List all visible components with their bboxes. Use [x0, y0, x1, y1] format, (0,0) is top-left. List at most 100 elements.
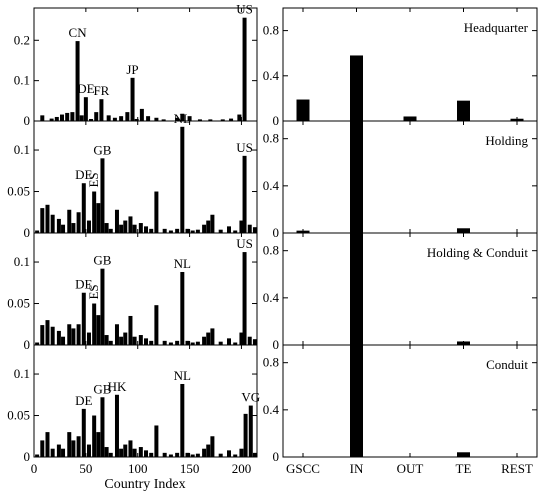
- country-bar: [75, 41, 80, 121]
- country-annotation: HK: [108, 379, 127, 394]
- country-bar: [45, 432, 50, 457]
- x-tick-label: 150: [180, 461, 200, 476]
- country-bar: [86, 220, 91, 233]
- country-bar: [168, 342, 173, 345]
- country-bar: [71, 440, 76, 457]
- country-bar: [149, 452, 154, 457]
- country-bar: [132, 224, 137, 233]
- country-bar: [210, 436, 215, 457]
- country-bar: [40, 115, 45, 121]
- country-annotation: FR: [93, 83, 109, 98]
- country-bar: [190, 454, 195, 457]
- country-bar: [86, 444, 91, 457]
- y-tick-label: 0: [273, 113, 280, 128]
- country-bar: [81, 183, 86, 233]
- country-bar: [239, 220, 244, 233]
- country-bar: [35, 454, 40, 457]
- country-bar: [190, 230, 195, 233]
- category-bar: [296, 99, 310, 121]
- country-bar: [161, 119, 166, 121]
- country-bar: [132, 336, 137, 345]
- country-bar: [130, 77, 135, 121]
- country-bar: [108, 452, 113, 457]
- country-bar: [233, 454, 238, 457]
- country-bar: [154, 305, 159, 345]
- country-bar: [252, 227, 257, 233]
- country-bar: [40, 208, 45, 233]
- country-bar: [190, 342, 195, 345]
- country-annotation: NL: [174, 256, 191, 271]
- y-tick-label: 0.1: [14, 366, 30, 381]
- y-tick-label: 0.4: [263, 290, 280, 305]
- country-bar: [92, 415, 97, 457]
- country-bar: [237, 114, 242, 121]
- country-bar: [114, 209, 119, 233]
- country-bar: [247, 224, 252, 233]
- y-tick-label: 0: [24, 113, 31, 128]
- country-bar: [61, 448, 66, 457]
- category-bar: [457, 228, 470, 233]
- country-bar: [168, 454, 173, 457]
- country-annotation: US: [236, 2, 253, 17]
- country-bar: [206, 444, 211, 457]
- country-bar: [96, 203, 101, 233]
- country-bar: [206, 332, 211, 345]
- country-bar: [154, 425, 159, 457]
- country-annotation: JP: [126, 62, 138, 77]
- country-bar: [128, 315, 133, 345]
- country-bar: [180, 113, 185, 121]
- country-bar: [50, 448, 55, 457]
- country-bar: [40, 325, 45, 345]
- country-bar: [202, 224, 207, 233]
- country-bar: [195, 341, 200, 345]
- country-bar: [220, 119, 225, 121]
- country-bar: [168, 230, 173, 233]
- country-annotation: DE: [75, 393, 92, 408]
- country-bar: [233, 342, 238, 345]
- country-bar: [149, 228, 154, 233]
- country-bar: [242, 155, 247, 233]
- y-tick-label: 0: [273, 449, 280, 464]
- country-annotation: ES: [86, 172, 101, 187]
- x-tick-label: 0: [31, 461, 38, 476]
- country-bar: [35, 230, 40, 233]
- country-bar: [67, 432, 72, 457]
- country-bar: [185, 340, 190, 345]
- country-bar: [154, 191, 159, 233]
- panel-title: Headquarter: [464, 20, 529, 35]
- country-annotation: NL: [174, 368, 191, 383]
- country-bar: [175, 117, 180, 121]
- y-tick-label: 0.8: [263, 131, 279, 146]
- country-bar: [61, 224, 66, 233]
- panel-title: Conduit: [486, 357, 528, 372]
- country-bar: [138, 223, 143, 233]
- country-bar: [243, 413, 248, 457]
- y-tick-label: 0.05: [7, 408, 30, 423]
- country-bar: [218, 341, 223, 345]
- country-bar: [175, 340, 180, 345]
- country-annotation: US: [236, 140, 253, 155]
- country-bar: [210, 328, 215, 345]
- country-bar: [83, 97, 88, 121]
- y-tick-label: 0: [24, 449, 31, 464]
- country-bar: [40, 440, 45, 457]
- country-bar: [79, 115, 84, 121]
- country-bar: [128, 440, 133, 457]
- country-bar: [134, 118, 139, 121]
- category-bar: [350, 233, 363, 345]
- country-bar: [56, 444, 61, 457]
- y-tick-label: 0.8: [263, 23, 279, 38]
- country-bar: [180, 126, 185, 233]
- panel-title: Holding & Conduit: [427, 245, 529, 260]
- country-bar: [125, 112, 130, 121]
- country-bar: [71, 223, 76, 233]
- x-axis-label: Country Index: [104, 477, 185, 492]
- country-bar: [226, 450, 231, 457]
- country-bar: [119, 116, 124, 121]
- country-bar: [144, 450, 149, 457]
- country-bar: [99, 99, 104, 121]
- y-tick-label: 0.1: [14, 254, 30, 269]
- country-annotation: ES: [86, 284, 101, 299]
- country-bar: [146, 116, 151, 121]
